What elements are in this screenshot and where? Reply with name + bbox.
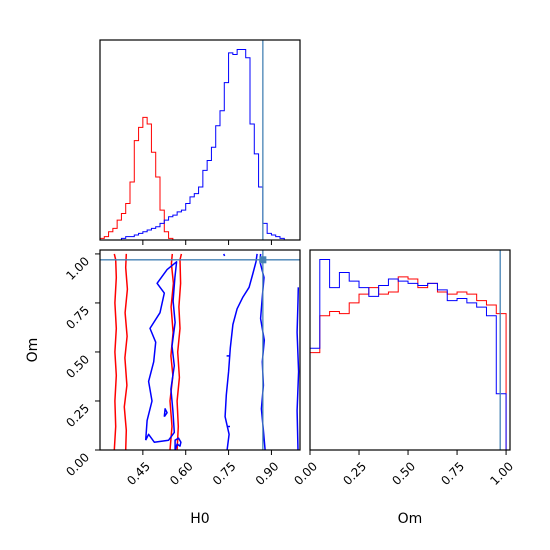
joint-x-tick-label: 0.45 — [124, 459, 153, 488]
h0-histogram-series-blue — [100, 49, 298, 241]
joint-contour-line — [223, 253, 226, 257]
joint-panel: 0.45 0.60 0.75 0.900.000.250.500.751.00 H0 … — [25, 249, 301, 527]
om-axis-label: Om — [398, 511, 423, 527]
h0-histogram-panel — [99, 39, 301, 245]
om-histogram-x-tick-label: 0.50 — [389, 459, 418, 488]
om-histogram-frame — [309, 249, 511, 451]
joint-x-tick-label: 0.90 — [253, 459, 282, 488]
joint-contour-line — [176, 253, 183, 450]
joint-truth-marker — [259, 256, 267, 264]
om-histogram-series-blue — [309, 259, 507, 450]
joint-x-tick-label: 0.60 — [167, 459, 196, 488]
joint-y-tick-label: 0.75 — [63, 303, 92, 332]
y-axis-label: Om — [25, 338, 41, 363]
joint-y-tick-label: 0.25 — [63, 401, 92, 430]
joint-contour-line — [174, 437, 182, 450]
om-histogram-panel: 0.00 0.25 0.50 0.75 1.00 Om — [291, 249, 516, 527]
h0-histogram-frame — [99, 39, 301, 241]
joint-contour-line — [144, 261, 178, 443]
om-histogram-series-red — [309, 276, 507, 450]
joint-contour-line — [123, 253, 129, 450]
joint-y-tick-label: 0.50 — [63, 352, 92, 381]
om-histogram-x-tick-label: 0.00 — [291, 459, 320, 488]
om-histogram-x-tick-label: 1.00 — [487, 459, 516, 488]
joint-contour-line — [113, 253, 118, 450]
x-axis-label: H0 — [190, 511, 209, 527]
om-histogram-x-tick-label: 0.75 — [438, 459, 467, 488]
joint-contour-line — [163, 408, 168, 418]
joint-y-tick-label: 0.00 — [63, 450, 92, 479]
om-histogram-x-tick-label: 0.25 — [340, 459, 369, 488]
joint-frame — [99, 249, 301, 451]
joint-y-tick-label: 1.00 — [63, 254, 92, 283]
joint-contour-line — [224, 253, 258, 450]
joint-contour-line — [296, 287, 300, 450]
joint-x-tick-label: 0.75 — [210, 459, 239, 488]
h0-histogram-series-red — [99, 116, 298, 241]
